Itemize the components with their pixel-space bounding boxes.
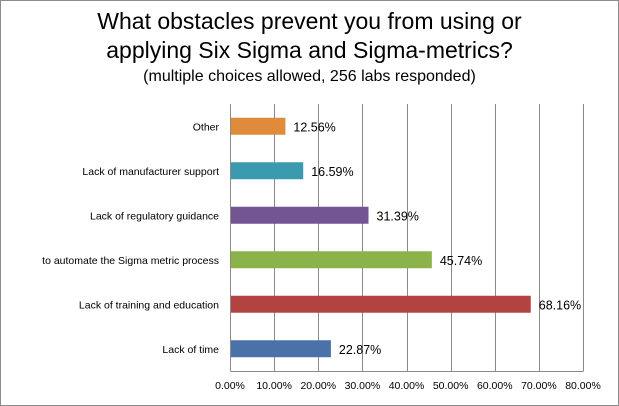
x-tick-label: 60.00% (477, 380, 513, 392)
chart-title-line-2: applying Six Sigma and Sigma-metrics? (106, 37, 513, 63)
category-label: Lack of time (162, 344, 219, 356)
x-tick-label: 10.00% (256, 380, 292, 392)
category-label: to automate the Sigma metric process (42, 255, 219, 267)
bar (231, 251, 432, 269)
bar (231, 206, 369, 224)
category-label: Lack of training and education (79, 299, 219, 311)
chart-title-line-1: What obstacles prevent you from using or (97, 8, 522, 34)
bar (231, 162, 304, 180)
x-tick-label: 70.00% (521, 380, 557, 392)
data-label: 12.56% (293, 120, 335, 134)
category-label: Lack of regulatory guidance (90, 210, 219, 222)
data-label: 16.59% (311, 165, 353, 179)
chart-subtitle: (multiple choices allowed, 256 labs resp… (143, 68, 476, 85)
data-label: 22.87% (339, 343, 381, 357)
bar (231, 295, 531, 313)
category-label: Lack of manufacturer support (82, 166, 219, 178)
x-tick-label: 0.00% (215, 380, 245, 392)
data-label: 68.16% (539, 298, 581, 312)
x-tick-label: 50.00% (433, 380, 469, 392)
bar (231, 340, 331, 358)
category-label: Other (193, 121, 220, 133)
x-tick-label: 20.00% (300, 380, 336, 392)
x-tick-label: 80.00% (565, 380, 601, 392)
bar (231, 117, 286, 135)
data-label: 31.39% (377, 209, 419, 223)
data-label: 45.74% (440, 254, 482, 268)
x-tick-label: 40.00% (389, 380, 425, 392)
x-tick-label: 30.00% (345, 380, 381, 392)
